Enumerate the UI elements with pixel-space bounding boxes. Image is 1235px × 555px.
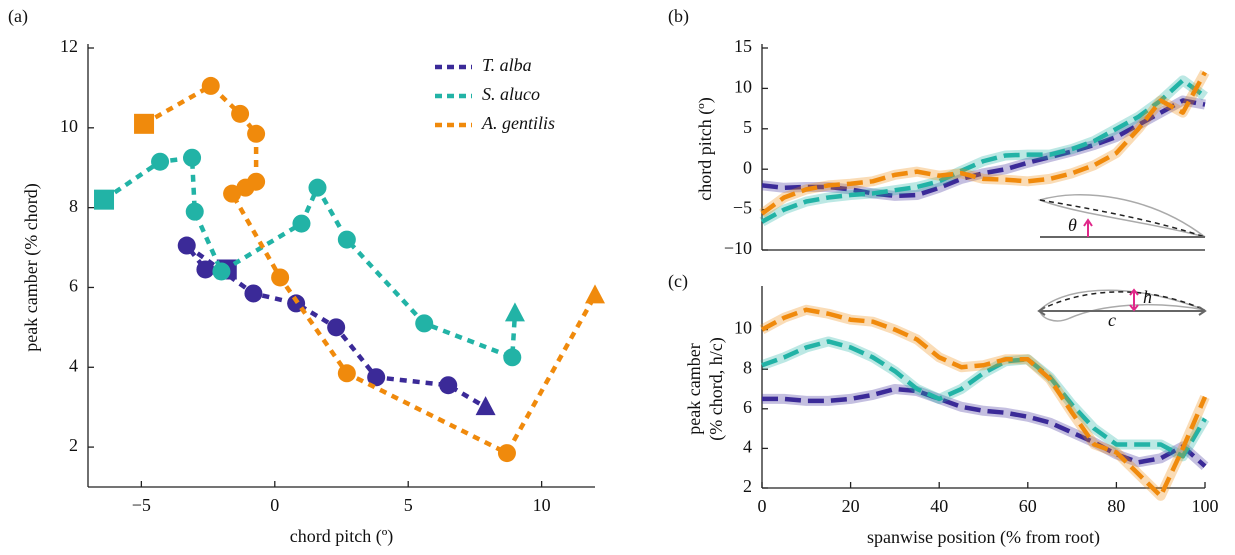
y-tick-label: 4 — [743, 437, 752, 457]
y-tick-label: 6 — [69, 276, 78, 296]
series-line — [184, 243, 487, 410]
circle-marker — [503, 348, 522, 367]
circle-marker — [183, 148, 202, 167]
square-marker — [134, 113, 155, 134]
x-tick-label: 5 — [404, 495, 413, 515]
y-tick-label: 8 — [69, 196, 78, 216]
legend-label: S. aluco — [482, 84, 540, 104]
pitch-inset — [1037, 193, 1206, 238]
circle-marker — [244, 284, 263, 303]
x-tick-label: 60 — [1019, 496, 1037, 516]
circle-marker — [231, 104, 250, 123]
legend-label: A. gentilis — [481, 113, 555, 133]
y-tick-label: 4 — [69, 355, 78, 375]
panel-label: (b) — [668, 6, 689, 27]
series-line — [761, 98, 1206, 199]
y-tick-label: 2 — [743, 476, 752, 496]
circle-marker — [439, 376, 458, 395]
panel-label: (c) — [668, 271, 688, 292]
circle-marker — [177, 236, 196, 255]
x-tick-label: 0 — [270, 495, 279, 515]
y-tick-label: 12 — [60, 36, 78, 56]
y-tick-label: 15 — [734, 36, 752, 56]
circle-marker — [337, 364, 356, 383]
circle-marker — [292, 214, 311, 233]
inset-annotation: θ — [1068, 215, 1077, 235]
x-tick-label: 10 — [533, 495, 551, 515]
circle-marker — [367, 368, 386, 387]
y-axis-label: peak camber (% chord) — [21, 183, 42, 351]
x-tick-label: 20 — [842, 496, 860, 516]
x-tick-label: 100 — [1192, 496, 1219, 516]
series-band — [759, 69, 1210, 218]
series-line — [762, 386, 1207, 468]
series-band — [762, 384, 1209, 470]
y-axis-label: chord pitch (º) — [695, 97, 716, 201]
y-axis-label: (% chord, h/c) — [706, 337, 727, 440]
square-marker — [94, 189, 115, 210]
x-tick-label: 0 — [758, 496, 767, 516]
x-tick-label: 80 — [1107, 496, 1125, 516]
x-tick-label: −5 — [132, 495, 151, 515]
circle-marker — [415, 314, 434, 333]
y-tick-label: 5 — [743, 117, 752, 137]
triangle-marker — [585, 284, 605, 304]
circle-marker — [201, 76, 220, 95]
circle-marker — [151, 152, 170, 171]
series-band — [759, 75, 1208, 227]
series-line — [761, 339, 1207, 459]
series-line — [760, 78, 1207, 224]
x-axis-label: spanwise position (% from root) — [867, 527, 1100, 548]
circle-marker — [247, 124, 266, 143]
circle-marker — [185, 202, 204, 221]
series-line — [760, 71, 1207, 216]
legend-label: T. alba — [482, 55, 532, 75]
panel-label: (a) — [8, 6, 28, 27]
triangle-marker — [504, 302, 525, 322]
x-axis-label: chord pitch (º) — [290, 526, 394, 547]
circle-marker — [327, 318, 346, 337]
y-tick-label: 8 — [743, 357, 752, 377]
circle-marker — [196, 260, 215, 279]
y-tick-label: −10 — [724, 238, 752, 258]
y-tick-label: 2 — [69, 435, 78, 455]
circle-marker — [497, 444, 516, 463]
circle-marker — [337, 230, 356, 249]
inset-annotation: c — [1108, 310, 1116, 330]
y-tick-label: 10 — [734, 77, 752, 97]
x-tick-label: 40 — [930, 496, 948, 516]
series-line — [760, 307, 1208, 499]
circle-marker — [271, 268, 290, 287]
camber-inset — [1037, 288, 1207, 322]
y-axis-label: peak camber — [684, 343, 704, 434]
circle-marker — [308, 178, 327, 197]
inset-annotation: h — [1143, 287, 1152, 307]
triangle-marker — [475, 396, 496, 416]
y-tick-label: 10 — [734, 318, 752, 338]
circle-marker — [223, 184, 242, 203]
y-tick-label: 10 — [60, 116, 78, 136]
y-tick-label: 6 — [743, 397, 752, 417]
circle-marker — [212, 262, 231, 281]
y-tick-label: −5 — [733, 198, 752, 218]
y-tick-label: 0 — [743, 157, 752, 177]
